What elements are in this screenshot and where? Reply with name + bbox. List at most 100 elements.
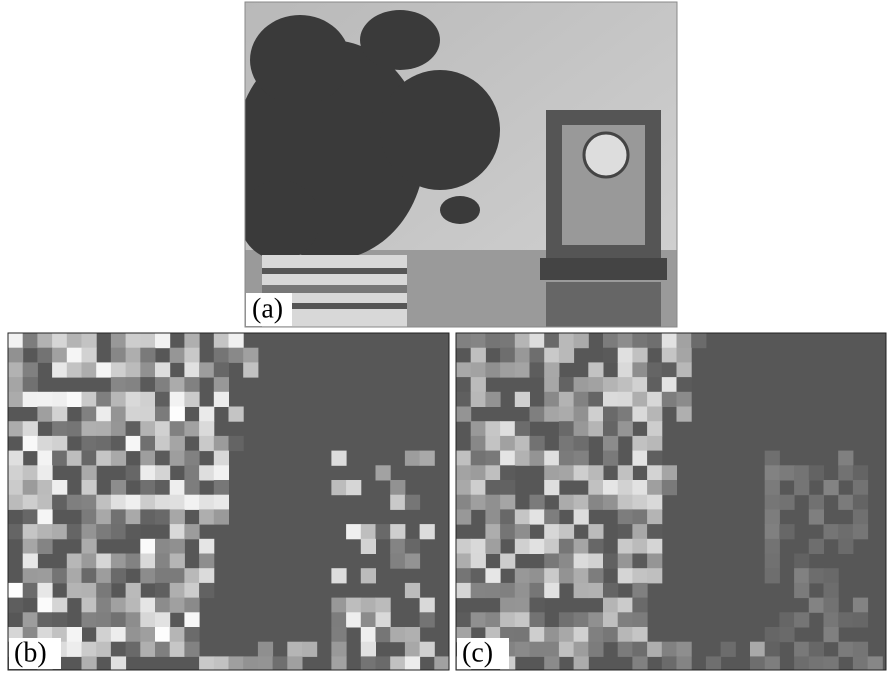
block	[37, 348, 52, 363]
block	[390, 480, 405, 495]
panel-label: (b)	[14, 637, 47, 668]
block	[67, 362, 82, 377]
block	[37, 392, 52, 407]
block	[37, 333, 52, 348]
block	[559, 539, 574, 554]
block	[52, 392, 67, 407]
block	[618, 392, 633, 407]
block	[258, 642, 273, 657]
block	[603, 392, 618, 407]
block	[96, 554, 111, 569]
block	[530, 583, 545, 598]
photo	[235, 2, 677, 327]
block	[838, 495, 853, 510]
block	[126, 465, 141, 480]
block	[111, 627, 126, 642]
block	[647, 465, 662, 480]
block	[126, 495, 141, 510]
block	[126, 392, 141, 407]
block	[214, 495, 229, 510]
block	[184, 627, 199, 642]
block	[647, 436, 662, 451]
block	[618, 642, 633, 657]
block	[500, 554, 515, 569]
block	[23, 436, 38, 451]
block	[376, 612, 391, 627]
block	[456, 612, 471, 627]
block	[126, 612, 141, 627]
block	[456, 465, 471, 480]
block	[559, 554, 574, 569]
block	[471, 348, 486, 363]
block	[677, 362, 692, 377]
block	[500, 421, 515, 436]
block	[37, 407, 52, 422]
block	[37, 568, 52, 583]
block	[838, 451, 853, 466]
block	[170, 421, 185, 436]
block	[82, 568, 97, 583]
block	[67, 333, 82, 348]
block	[170, 495, 185, 510]
block	[23, 421, 38, 436]
block	[140, 465, 155, 480]
block	[824, 656, 839, 671]
block	[82, 509, 97, 524]
block	[140, 612, 155, 627]
block	[420, 451, 435, 466]
block	[96, 436, 111, 451]
block	[67, 583, 82, 598]
block	[574, 642, 589, 657]
block	[82, 554, 97, 569]
block	[302, 642, 317, 657]
block	[779, 524, 794, 539]
block	[361, 598, 376, 613]
block	[765, 642, 780, 657]
block	[82, 362, 97, 377]
block	[515, 524, 530, 539]
block	[588, 392, 603, 407]
block	[544, 539, 559, 554]
block	[559, 612, 574, 627]
block	[544, 480, 559, 495]
block	[8, 583, 23, 598]
block	[23, 480, 38, 495]
block	[37, 509, 52, 524]
block	[184, 495, 199, 510]
block	[515, 598, 530, 613]
block	[515, 568, 530, 583]
block	[140, 598, 155, 613]
block	[765, 554, 780, 569]
block	[618, 348, 633, 363]
block	[184, 465, 199, 480]
block	[662, 480, 677, 495]
block	[544, 568, 559, 583]
block	[52, 598, 67, 613]
figure: (a) (b) (c)	[0, 0, 889, 675]
block	[471, 421, 486, 436]
block	[331, 612, 346, 627]
block	[574, 656, 589, 671]
block	[603, 480, 618, 495]
block	[82, 495, 97, 510]
block	[82, 407, 97, 422]
block	[170, 524, 185, 539]
block	[853, 642, 868, 657]
block	[82, 612, 97, 627]
block	[96, 407, 111, 422]
block	[603, 333, 618, 348]
block	[405, 642, 420, 657]
block	[632, 495, 647, 510]
block	[170, 509, 185, 524]
block	[632, 583, 647, 598]
block	[199, 407, 214, 422]
block	[67, 495, 82, 510]
block	[647, 539, 662, 554]
block	[184, 642, 199, 657]
block	[765, 495, 780, 510]
block	[155, 568, 170, 583]
block	[170, 377, 185, 392]
block	[199, 421, 214, 436]
block	[405, 627, 420, 642]
block	[214, 436, 229, 451]
